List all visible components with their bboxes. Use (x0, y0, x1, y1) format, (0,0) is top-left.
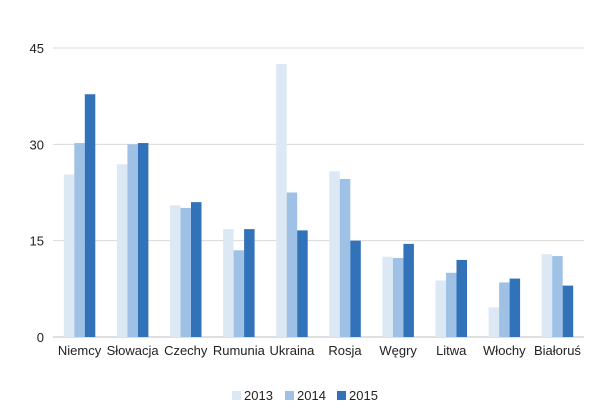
bar-2014 (286, 192, 298, 337)
bar-2015 (456, 259, 467, 337)
bar-2013 (435, 280, 446, 337)
legend-label-2013: 2013 (244, 388, 273, 403)
bar-2013 (63, 174, 75, 337)
bar-2014 (74, 143, 85, 337)
legend-swatch-2013 (232, 391, 241, 400)
bar-2013 (170, 205, 181, 337)
bars (63, 64, 574, 338)
bar-2015 (244, 229, 255, 337)
legend-swatch-2014 (285, 391, 294, 400)
bar-2014 (446, 272, 457, 337)
y-tick-label: 45 (30, 41, 44, 56)
x-tick-label: Litwa (436, 343, 467, 358)
x-tick-label: Słowacja (107, 343, 160, 358)
y-axis: 0 15 30 45 (30, 41, 44, 345)
x-axis: Niemcy Słowacja Czechy Rumunia Ukraina Rosja W… (58, 343, 582, 358)
bar-2015 (562, 285, 574, 337)
legend-label-2015: 2015 (349, 388, 378, 403)
legend: 2013 2014 2015 (232, 388, 378, 403)
bar-2015 (137, 143, 149, 337)
x-tick-label: Rosja (328, 343, 362, 358)
legend-label-2014: 2014 (297, 388, 326, 403)
x-tick-label: Czechy (164, 343, 208, 358)
bar-2014 (339, 179, 351, 337)
bar-2014 (233, 250, 245, 337)
bar-2013 (541, 254, 553, 337)
x-tick-label: Węgry (379, 343, 417, 358)
bar-2013 (488, 307, 500, 337)
bar-2015 (350, 240, 361, 337)
bar-2014 (180, 207, 191, 337)
bar-2015 (191, 202, 202, 337)
bar-2013 (223, 229, 234, 337)
bar-2014 (127, 144, 138, 337)
bar-2015 (403, 243, 414, 337)
bar-2014 (392, 258, 404, 337)
bar-2014 (552, 256, 563, 337)
bar-2015 (509, 278, 521, 337)
x-tick-label: Włochy (483, 343, 526, 358)
y-tick-label: 30 (30, 137, 44, 152)
bar-2013 (116, 164, 128, 337)
y-tick-label: 0 (37, 330, 44, 345)
bar-2015 (84, 94, 96, 338)
bar-2013 (329, 171, 340, 337)
legend-swatch-2015 (337, 391, 346, 400)
x-tick-label: Rumunia (213, 343, 266, 358)
x-tick-label: Białoruś (534, 343, 581, 358)
bar-2013 (276, 64, 287, 338)
x-tick-label: Niemcy (58, 343, 102, 358)
bar-2013 (382, 256, 393, 337)
bar-2014 (499, 282, 510, 337)
bar-2015 (297, 230, 308, 337)
x-tick-label: Ukraina (270, 343, 316, 358)
y-tick-label: 15 (30, 234, 44, 249)
